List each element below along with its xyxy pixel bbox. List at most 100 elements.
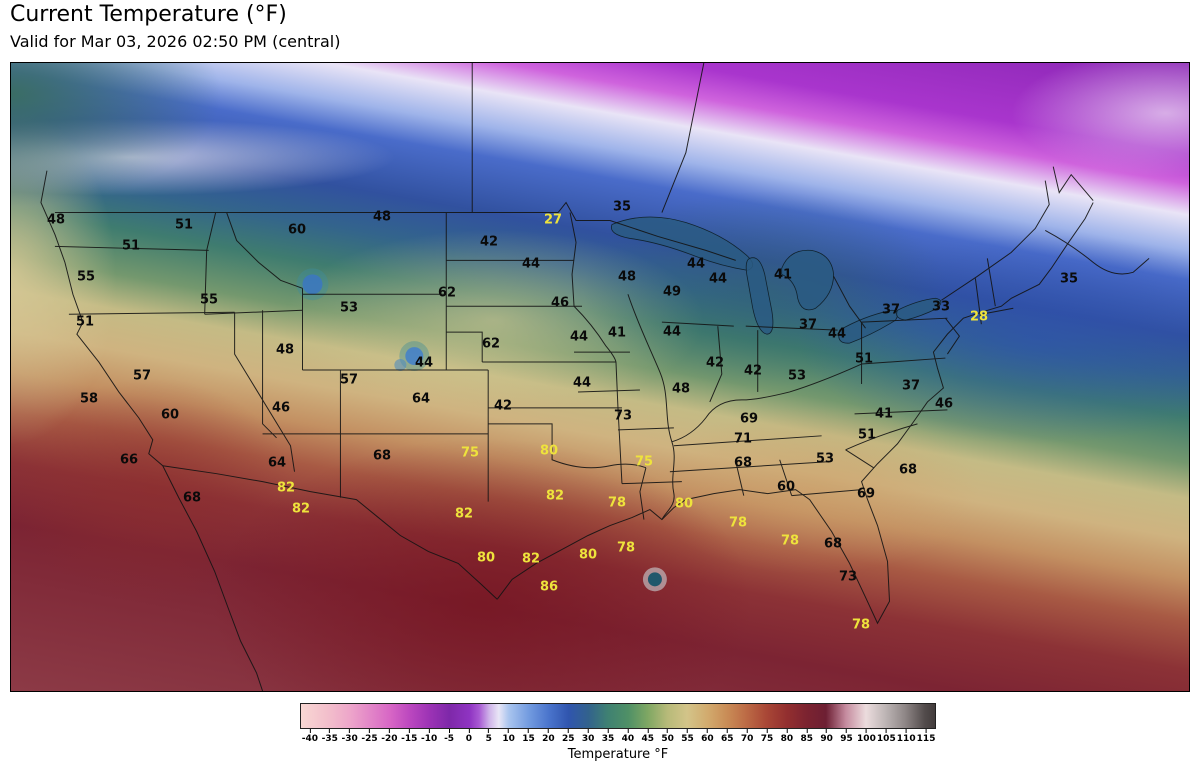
colorbar-tick-label: 55 — [681, 734, 694, 744]
station-temp-label: 69 — [739, 411, 759, 427]
colorbar-tick-mark — [746, 729, 748, 733]
colorbar-tick-mark — [309, 729, 311, 733]
colorbar-tick-label: 10 — [502, 734, 515, 744]
colorbar-tick-label: 65 — [721, 734, 734, 744]
colorbar-tick-label: 25 — [562, 734, 575, 744]
colorbar-tick: -20 — [381, 729, 398, 744]
station-temp-label: 82 — [545, 488, 565, 504]
station-temp-label: 82 — [291, 501, 311, 517]
colorbar-tick-label: 20 — [542, 734, 555, 744]
station-temp-label: 80 — [674, 496, 694, 512]
station-temp-label: 53 — [787, 368, 807, 384]
station-temp-label: 71 — [733, 431, 753, 447]
colorbar-tick: -10 — [421, 729, 437, 744]
station-temp-label: 42 — [743, 363, 763, 379]
colorbar-tick-label: -15 — [401, 734, 418, 744]
colorbar-tick-label: -10 — [421, 734, 438, 744]
colorbar-tick: -30 — [342, 729, 358, 744]
station-temp-label: 44 — [827, 326, 847, 342]
colorbar-tick-label: 35 — [601, 734, 615, 744]
colorbar-ticks: -40 -35 -30 -25 -20 -15 -10 -5 0 5 10 15 20 25 30 35 40 4… — [300, 729, 936, 747]
colorbar-tick-mark — [726, 729, 728, 733]
station-temp-label: 68 — [823, 536, 843, 552]
station-temp-label: 51 — [857, 427, 877, 443]
colorbar-tick-label: 45 — [641, 734, 655, 744]
colorbar-tick-mark — [528, 729, 530, 733]
colorbar-tick-label: 80 — [780, 734, 794, 744]
colorbar-tick: 115 — [916, 729, 936, 744]
colorbar-tick-mark — [369, 729, 371, 733]
station-temp-label: 82 — [276, 480, 296, 496]
colorbar-tick: -15 — [401, 729, 417, 744]
colorbar-tick-mark — [846, 729, 848, 733]
colorbar-tick: 60 — [701, 729, 714, 744]
colorbar-title: Temperature °F — [567, 747, 669, 762]
colorbar-tick-label: 105 — [876, 734, 896, 744]
station-temp-label: 62 — [481, 336, 501, 352]
colorbar-tick-label: 40 — [621, 734, 635, 744]
colorbar-tick-label: 90 — [820, 734, 833, 744]
colorbar-tick-mark — [647, 729, 649, 733]
station-temp-label: 46 — [271, 400, 291, 416]
colorbar-tick: 85 — [801, 729, 813, 744]
station-temp-label: 44 — [708, 271, 728, 287]
colorbar-tick: 15 — [522, 729, 535, 744]
station-temp-label: 57 — [132, 368, 152, 384]
station-temp-label: 37 — [798, 317, 818, 333]
station-temp-label: 48 — [46, 212, 66, 228]
station-labels-layer: 48 51 51 55 55 51 57 58 60 66 68 60 48 53 48 57 46 64 44 64… — [11, 63, 1189, 691]
colorbar-tick: 55 — [681, 729, 694, 744]
station-temp-label: 41 — [773, 267, 793, 283]
colorbar-tick-mark — [687, 729, 689, 733]
station-temp-label: 46 — [934, 396, 954, 412]
station-temp-label: 48 — [372, 209, 392, 225]
station-temp-label: 33 — [931, 299, 951, 315]
colorbar-tick-mark — [905, 729, 907, 733]
page-title: Current Temperature (°F) — [10, 2, 287, 27]
colorbar-tick-mark — [706, 729, 708, 733]
colorbar-tick-mark — [388, 729, 390, 733]
colorbar-tick-label: 110 — [896, 734, 916, 744]
colorbar-tick-label: -5 — [444, 734, 455, 744]
station-temp-label: 44 — [662, 324, 682, 340]
station-temp-label: 42 — [479, 234, 499, 250]
colorbar-tick: 50 — [661, 729, 674, 744]
station-temp-label: 44 — [686, 256, 706, 272]
station-temp-label: 60 — [287, 222, 307, 238]
station-temp-label: 68 — [733, 455, 753, 471]
station-temp-label: 35 — [1059, 271, 1079, 287]
colorbar-tick-mark — [547, 729, 549, 733]
station-temp-label: 78 — [851, 617, 871, 633]
station-temp-label: 53 — [339, 300, 359, 316]
station-temp-label: 51 — [121, 238, 141, 254]
colorbar-tick: 40 — [621, 729, 635, 744]
colorbar-tick-label: -20 — [381, 734, 398, 744]
colorbar-tick: 35 — [601, 729, 615, 744]
station-temp-label: 48 — [671, 381, 691, 397]
station-temp-label: 35 — [612, 199, 632, 215]
station-temp-label: 73 — [838, 569, 858, 585]
station-temp-label: 37 — [901, 378, 921, 394]
colorbar-tick: 90 — [820, 729, 833, 744]
colorbar-tick-mark — [925, 729, 927, 733]
station-temp-label: 80 — [578, 547, 598, 563]
colorbar-tick-label: 50 — [661, 734, 674, 744]
station-temp-label: 42 — [493, 398, 513, 414]
station-temp-label: 78 — [607, 495, 627, 511]
station-temp-label: 75 — [460, 445, 480, 461]
station-temp-label: 58 — [79, 391, 99, 407]
colorbar-tick-mark — [607, 729, 609, 733]
colorbar-tick-mark — [468, 729, 470, 733]
colorbar-tick: 0 — [466, 729, 472, 744]
colorbar-tick-label: 115 — [916, 734, 936, 744]
station-temp-label: 68 — [372, 448, 392, 464]
colorbar-tick-label: -35 — [321, 734, 338, 744]
station-temp-label: 42 — [705, 355, 725, 371]
colorbar-tick: -5 — [444, 729, 454, 744]
colorbar-tick: 105 — [877, 729, 896, 744]
station-temp-label: 27 — [543, 212, 563, 228]
colorbar-tick: 80 — [780, 729, 794, 744]
colorbar-tick-mark — [448, 729, 450, 733]
station-temp-label: 37 — [881, 302, 901, 318]
